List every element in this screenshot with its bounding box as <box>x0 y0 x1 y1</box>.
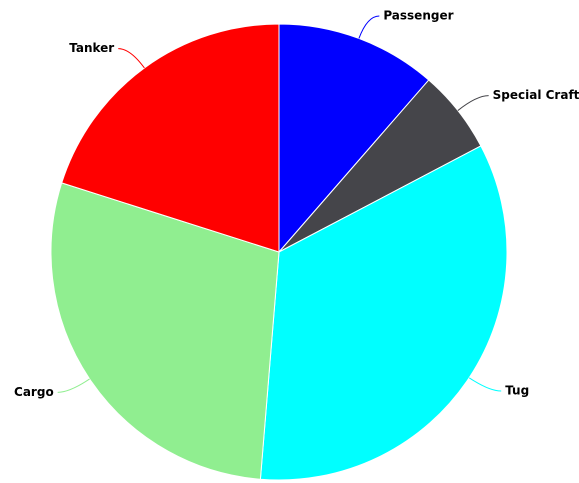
pie-slice <box>61 23 280 253</box>
slice-label: Cargo <box>14 385 54 399</box>
slice-label: Passenger <box>383 8 453 22</box>
pie-slice <box>278 23 430 254</box>
leader-line <box>358 15 380 39</box>
pie-slice <box>259 145 508 481</box>
pie-slice <box>50 182 280 480</box>
leader-line <box>118 48 145 69</box>
leader-line <box>57 378 90 393</box>
slice-label: Special Craft <box>493 88 579 102</box>
slice-label: Tanker <box>69 41 114 55</box>
leader-line <box>468 377 502 392</box>
slice-label: Tug <box>505 384 529 398</box>
leader-line <box>457 95 489 111</box>
